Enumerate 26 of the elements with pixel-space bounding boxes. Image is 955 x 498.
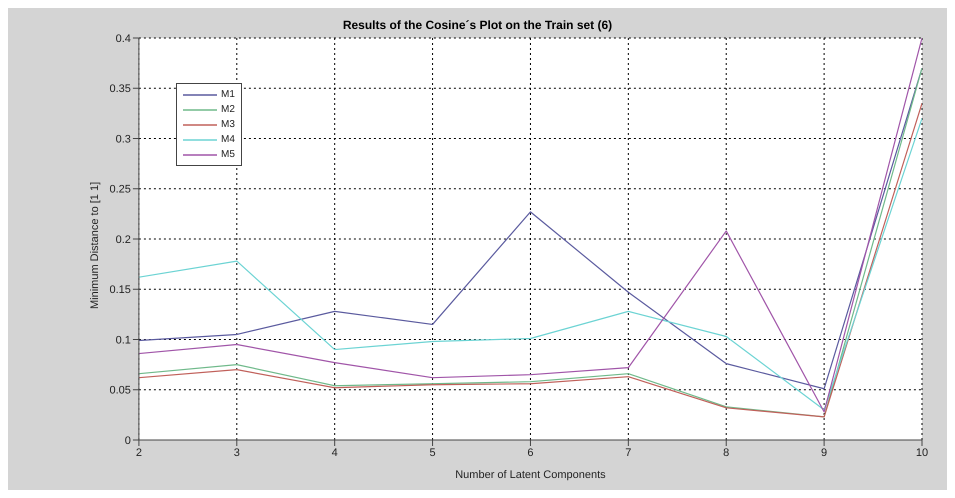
x-tick-label: 4 (332, 446, 338, 459)
x-tick-label: 7 (625, 446, 632, 459)
legend-label: M3 (221, 118, 235, 132)
y-tick-label: 0.2 (116, 234, 131, 246)
y-tick-label: 0.1 (116, 334, 131, 346)
legend-label: M2 (221, 103, 235, 117)
x-axis-title: Number of Latent Components (455, 469, 606, 481)
x-tick-label: 5 (430, 446, 436, 459)
legend-label: M5 (221, 148, 235, 162)
y-tick-label: 0.4 (116, 32, 131, 45)
legend-label: M1 (221, 88, 235, 102)
x-tick-label: 10 (916, 446, 928, 459)
y-tick-label: 0 (124, 434, 131, 447)
y-tick-label: 0.25 (109, 184, 131, 196)
legend-label: M4 (221, 133, 235, 147)
y-tick-label: 0.15 (109, 284, 131, 296)
x-tick-label: 3 (234, 446, 240, 459)
x-tick-label: 9 (821, 446, 828, 459)
chart-title: Results of the Cosine´s Plot on the Train set (6) (342, 18, 614, 32)
x-tick-label: 6 (527, 446, 534, 459)
y-axis-title: Minimum Distance to [1 1] (88, 182, 101, 309)
x-tick-label: 2 (136, 446, 142, 459)
x-tick-label: 8 (723, 446, 730, 459)
y-tick-label: 0.3 (116, 133, 131, 146)
y-tick-label: 0.35 (109, 83, 131, 96)
y-tick-label: 0.05 (109, 384, 131, 397)
